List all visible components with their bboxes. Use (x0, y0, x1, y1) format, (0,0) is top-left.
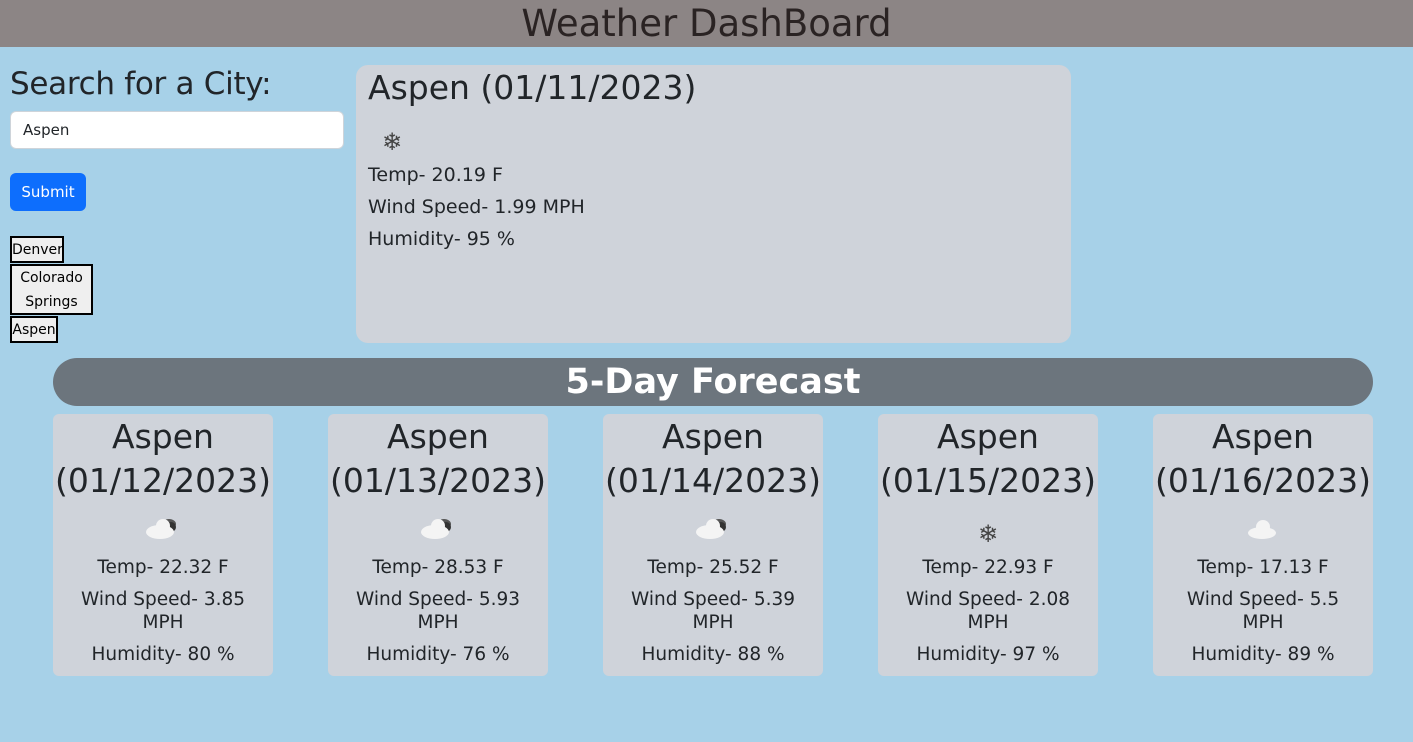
forecast-date: (01/12/2023) (55, 461, 271, 500)
city-search-input[interactable] (10, 111, 344, 149)
current-temp: Temp- 20.19 F (368, 164, 503, 186)
forecast-wind: Wind Speed- 2.08 MPH (905, 589, 1071, 633)
snow-icon: ❄ (382, 128, 403, 156)
forecast-temp: Temp- 22.93 F (922, 557, 1054, 578)
forecast-city: Aspen (1212, 417, 1314, 456)
forecast-city: Aspen (662, 417, 764, 456)
page-title: Weather DashBoard (521, 2, 892, 45)
history-button-colorado-springs[interactable]: Colorado Springs (10, 264, 93, 315)
forecast-card: Aspen (01/15/2023) ❄ Temp- 22.93 F Wind … (878, 414, 1098, 676)
forecast-heading: 5-Day Forecast (565, 362, 861, 402)
cloud-icon (1153, 512, 1373, 556)
cloudy-icon (328, 512, 548, 556)
cloudy-icon (603, 512, 823, 556)
forecast-date: (01/16/2023) (1155, 461, 1371, 500)
submit-button[interactable]: Submit (10, 173, 86, 211)
forecast-card: Aspen (01/12/2023) Temp- 22.32 F Wind Sp… (53, 414, 273, 676)
forecast-city: Aspen (937, 417, 1039, 456)
forecast-date: (01/15/2023) (880, 461, 1096, 500)
page-header: Weather DashBoard (0, 0, 1413, 47)
cloudy-icon (53, 512, 273, 556)
forecast-wind: Wind Speed- 5.5 MPH (1186, 589, 1340, 633)
forecast-wind: Wind Speed- 5.93 MPH (355, 589, 521, 633)
forecast-humidity: Humidity- 97 % (916, 644, 1060, 665)
search-heading: Search for a City: (10, 66, 272, 102)
snow-icon: ❄ (977, 520, 999, 548)
forecast-card: Aspen (01/13/2023) Temp- 28.53 F Wind Sp… (328, 414, 548, 676)
current-humidity: Humidity- 95 % (368, 228, 515, 250)
forecast-humidity: Humidity- 89 % (1191, 644, 1335, 665)
current-weather-card: Aspen (01/11/2023) ❄ Temp- 20.19 F Wind … (356, 65, 1071, 343)
forecast-humidity: Humidity- 88 % (641, 644, 785, 665)
forecast-card: Aspen (01/14/2023) Temp- 25.52 F Wind Sp… (603, 414, 823, 676)
current-weather-title: Aspen (01/11/2023) (368, 68, 697, 107)
forecast-banner: 5-Day Forecast (53, 358, 1373, 406)
forecast-card: Aspen (01/16/2023) Temp- 17.13 F Wind Sp… (1153, 414, 1373, 676)
forecast-city: Aspen (112, 417, 214, 456)
forecast-wind: Wind Speed- 5.39 MPH (630, 589, 796, 633)
forecast-temp: Temp- 17.13 F (1197, 557, 1329, 578)
forecast-wind: Wind Speed- 3.85 MPH (80, 589, 246, 633)
forecast-temp: Temp- 28.53 F (372, 557, 504, 578)
current-wind: Wind Speed- 1.99 MPH (368, 196, 585, 218)
forecast-humidity: Humidity- 76 % (366, 644, 510, 665)
forecast-date: (01/13/2023) (330, 461, 546, 500)
forecast-humidity: Humidity- 80 % (91, 644, 235, 665)
history-button-denver[interactable]: Denver (10, 236, 64, 263)
forecast-city: Aspen (387, 417, 489, 456)
forecast-temp: Temp- 25.52 F (647, 557, 779, 578)
forecast-temp: Temp- 22.32 F (97, 557, 229, 578)
history-button-aspen[interactable]: Aspen (10, 316, 58, 343)
forecast-date: (01/14/2023) (605, 461, 821, 500)
